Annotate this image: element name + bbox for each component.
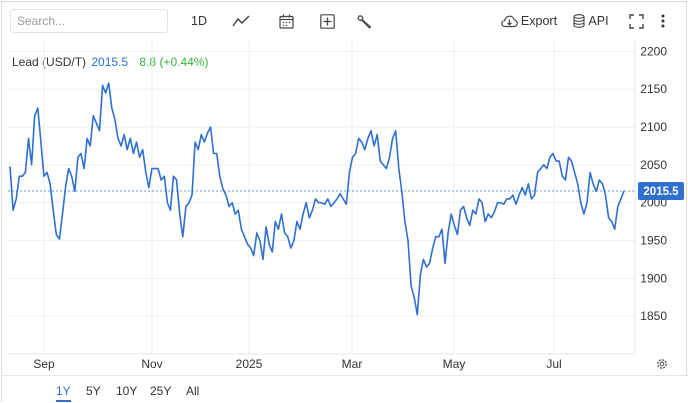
export-button[interactable]: Export [500,10,558,32]
search-input[interactable] [10,9,168,33]
price-series-line [9,82,625,316]
interval-button[interactable]: 1D [185,10,213,32]
compare-button[interactable] [317,10,337,32]
range-10y[interactable]: 10Y [116,384,138,398]
more-vertical-icon [661,14,665,28]
chart-type-button[interactable] [230,10,252,32]
calendar-icon [278,14,294,29]
cloud-download-icon [501,15,518,27]
legend-change: 8.8 (+0.44%) [139,55,209,69]
database-icon [573,14,585,28]
y-tick-label: 2150 [640,82,667,96]
toolbar: 1D [2,2,688,40]
current-price-label: 2015.5 [643,186,679,198]
settings-tools-button[interactable] [354,10,374,32]
legend-price: 2015.5 [91,55,129,69]
y-tick-label: 1950 [640,234,667,248]
x-tick-label: Nov [141,357,162,371]
chart-grid [8,40,635,354]
range-5y[interactable]: 5Y [86,384,101,398]
x-tick-label: 2025 [236,357,263,371]
date-range-button[interactable] [276,10,296,32]
x-tick-label: Mar [342,357,363,371]
range-all[interactable]: All [186,384,200,398]
chart-settings-button[interactable] [657,359,667,369]
range-25y[interactable]: 25Y [150,384,172,398]
current-price-tag: 2015.5 [638,181,684,200]
instrument-name: Lead (USD/T) [12,55,87,69]
settings-gear-icon [657,359,667,369]
fullscreen-icon [628,13,644,29]
export-label: Export [520,14,558,28]
more-options-button[interactable] [656,10,670,32]
range-selector: 1Y 5Y 10Y 25Y All [2,375,688,403]
x-tick-label: Sep [33,357,55,371]
x-tick-label: Jul [546,357,561,371]
api-label: API [588,14,609,28]
wrench-icon [356,14,371,29]
y-tick-label: 2200 [640,44,667,58]
y-tick-label: 1850 [640,309,667,323]
api-button[interactable]: API [572,10,610,32]
y-tick-label: 2050 [640,158,667,172]
add-indicator-icon [319,13,335,29]
y-tick-label: 2100 [640,120,667,134]
range-1y[interactable]: 1Y [56,384,71,402]
x-tick-label: May [443,357,466,371]
fullscreen-button[interactable] [626,10,646,32]
line-chart-icon [232,15,250,27]
y-tick-label: 1900 [640,271,667,285]
interval-label: 1D [191,14,207,28]
x-axis: Sep Nov 2025 Mar May Jul [33,357,561,371]
chart-legend: Lead (USD/T) 2015.5 8.8 (+0.44%) [12,55,208,69]
